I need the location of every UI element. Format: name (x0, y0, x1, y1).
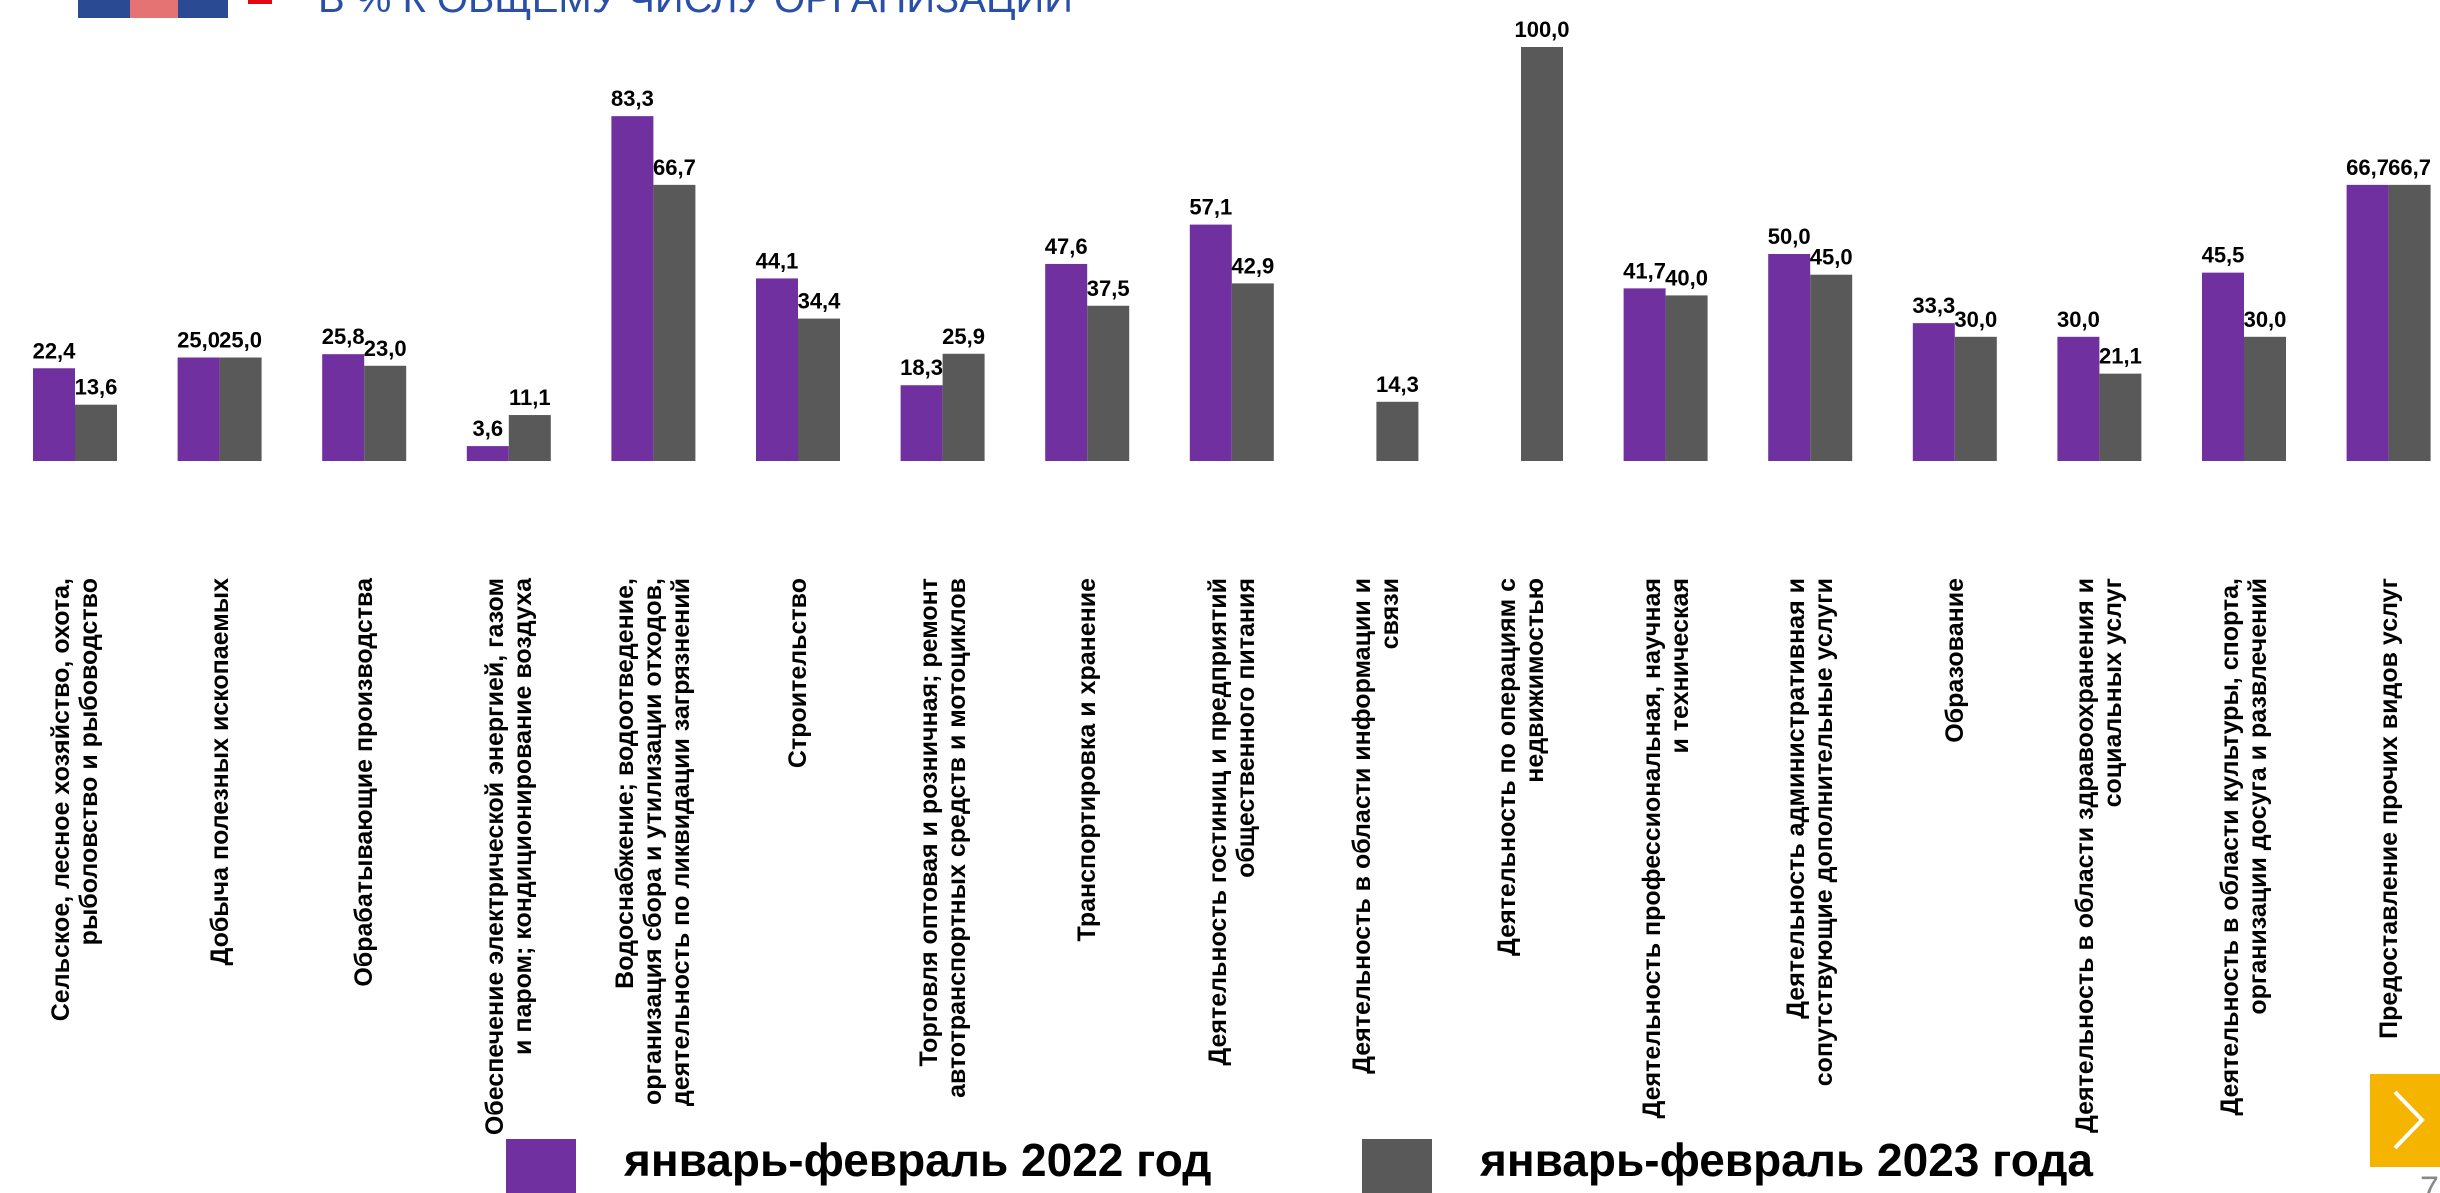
bar (653, 185, 695, 461)
category-label: Водоснабжение; водоотведение, организаци… (611, 578, 695, 1138)
bar (1666, 295, 1708, 461)
category-label: Деятельность административная и сопутств… (1782, 578, 1838, 1138)
bar (943, 354, 985, 461)
legend-label: январь-февраль 2022 год (623, 1134, 1211, 1186)
bar (611, 116, 653, 461)
category-label: Предоставление прочих видов услуг (2375, 578, 2403, 1138)
value-label: 66,7 (2346, 155, 2389, 180)
bar (2244, 337, 2286, 461)
bar (1624, 288, 1666, 461)
category-label: Образование (1941, 578, 1969, 1138)
value-label: 18,3 (900, 355, 943, 380)
bar (33, 368, 75, 461)
category-label: Торговля оптовая и розничная; ремонт авт… (915, 578, 971, 1138)
legend-swatch (1362, 1139, 1432, 1193)
bar (901, 385, 943, 461)
value-label: 30,0 (1954, 307, 1997, 332)
title-dash (248, 0, 272, 4)
bar (220, 358, 262, 462)
value-label: 42,9 (1231, 253, 1274, 278)
bar (2347, 185, 2389, 461)
value-label: 45,5 (2202, 243, 2245, 268)
value-label: 11,1 (509, 385, 551, 410)
value-label: 21,1 (2099, 344, 2142, 369)
category-label: Сельское, лесное хозяйство, охота, рыбол… (47, 578, 103, 1138)
bar (2099, 374, 2141, 461)
value-label: 30,0 (2057, 307, 2100, 332)
bar (2202, 273, 2244, 461)
value-label: 30,0 (2244, 307, 2287, 332)
category-label: Деятельность гостиниц и предприятий обще… (1204, 578, 1260, 1138)
value-label: 22,4 (33, 338, 77, 363)
value-label: 57,1 (1189, 195, 1232, 220)
bar (798, 319, 840, 461)
value-label: 47,6 (1045, 234, 1088, 259)
category-label: Обрабатывающие производства (350, 578, 378, 1138)
legend-swatch (506, 1139, 576, 1193)
bar (1810, 275, 1852, 461)
flag-icon-center (130, 0, 178, 18)
category-label: Обеспечение электрической энергией, газо… (481, 578, 537, 1138)
value-label: 83,3 (611, 86, 654, 111)
value-label: 44,1 (756, 248, 799, 273)
value-label: 40,0 (1665, 265, 1708, 290)
category-label: Деятельность по операциям с недвижимость… (1493, 578, 1549, 1138)
category-label: Деятельность в области культуры, спорта,… (2216, 578, 2272, 1138)
bar (1045, 264, 1087, 461)
category-label: Деятельность профессиональная, научная и… (1638, 578, 1694, 1138)
value-label: 45,0 (1810, 245, 1853, 270)
bar (1955, 337, 1997, 461)
category-label: Деятельность в области здравоохранения и… (2071, 578, 2127, 1138)
bar (75, 405, 117, 461)
bar (756, 278, 798, 461)
value-label: 41,7 (1623, 258, 1666, 283)
bar (467, 446, 509, 461)
value-label: 25,0 (219, 328, 262, 353)
value-label: 13,6 (75, 375, 118, 400)
value-label: 23,0 (364, 336, 407, 361)
value-label: 66,7 (2388, 155, 2431, 180)
bar (2057, 337, 2099, 461)
value-label: 100,0 (1514, 17, 1569, 42)
bar (509, 415, 551, 461)
value-label: 25,8 (322, 324, 365, 349)
bar (178, 358, 220, 462)
value-label: 3,6 (473, 416, 504, 441)
bar (1768, 254, 1810, 461)
category-label: Строительство (784, 578, 812, 1138)
bar (322, 354, 364, 461)
slide: В % К ОБЩЕМУ ЧИСЛУ ОРГАНИЗАЦИЙ 7 22,4 13,… (0, 0, 2440, 1193)
category-label: Добыча полезных ископаемых (206, 578, 234, 1138)
bar (1521, 47, 1563, 461)
legend-label: январь-февраль 2023 года (1479, 1134, 2093, 1186)
bar (1232, 283, 1274, 461)
value-label: 34,4 (798, 289, 842, 314)
value-label: 25,9 (942, 324, 985, 349)
value-label: 66,7 (653, 155, 696, 180)
bar (364, 366, 406, 461)
bar (2389, 185, 2431, 461)
bar (1913, 323, 1955, 461)
bar (1087, 306, 1129, 461)
category-label: Транспортировка и хранение (1073, 578, 1101, 1138)
value-label: 50,0 (1768, 224, 1811, 249)
page-number: 7 (2420, 1170, 2439, 1193)
bar (1190, 225, 1232, 461)
value-label: 25,0 (177, 328, 220, 353)
value-label: 14,3 (1376, 372, 1419, 397)
value-label: 33,3 (1912, 293, 1955, 318)
chart-title: В % К ОБЩЕМУ ЧИСЛУ ОРГАНИЗАЦИЙ (318, 0, 1073, 21)
bar (1376, 402, 1418, 461)
value-label: 37,5 (1087, 276, 1130, 301)
category-label: Деятельность в области информации и связ… (1348, 578, 1404, 1138)
